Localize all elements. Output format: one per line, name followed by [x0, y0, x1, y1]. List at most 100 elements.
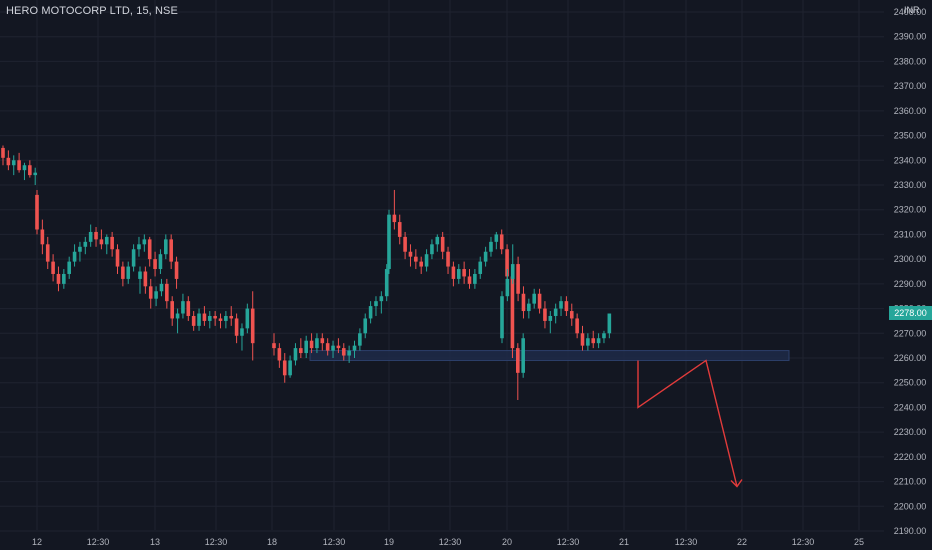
candle-body: [569, 311, 574, 319]
candle-body: [202, 313, 207, 321]
candle-body: [331, 345, 335, 351]
candle-body: [174, 261, 179, 279]
y-tick-label: 2240.00: [894, 402, 927, 412]
candle-body: [137, 244, 141, 250]
candle-body: [288, 360, 292, 376]
candle-body: [181, 301, 185, 314]
candle-body: [363, 318, 368, 334]
candle-body: [110, 236, 114, 250]
y-tick-label: 2190.00: [894, 526, 927, 536]
x-tick-label: 12:30: [87, 537, 110, 547]
candle-body: [397, 222, 402, 237]
y-tick-label: 2350.00: [894, 131, 927, 141]
candle-body: [499, 234, 504, 250]
candle-body: [104, 236, 109, 245]
candle-body: [483, 251, 488, 262]
candle-body: [299, 348, 303, 354]
x-tick-label: 12:30: [439, 537, 462, 547]
candle-body: [158, 254, 163, 270]
candle-body: [88, 231, 93, 242]
y-tick-label: 2200.00: [894, 501, 927, 511]
candle-body: [218, 318, 223, 321]
candle-body: [115, 249, 120, 267]
candle-body: [489, 241, 493, 252]
candle-body: [72, 251, 77, 262]
candle-body: [564, 301, 569, 312]
candle-body: [435, 236, 440, 245]
candle-body: [537, 293, 542, 309]
last-price-badge: 2278.00: [889, 306, 932, 320]
x-tick-label: 19: [384, 537, 394, 547]
x-tick-label: 12: [32, 537, 42, 547]
candle-body: [78, 246, 82, 252]
candle-body: [352, 345, 357, 351]
y-tick-label: 2310.00: [894, 229, 927, 239]
candle-body: [51, 261, 55, 274]
y-tick-label: 2230.00: [894, 427, 927, 437]
candle-body: [143, 271, 148, 287]
candle-body: [153, 259, 157, 270]
candle-body: [505, 249, 509, 277]
candle-body: [315, 338, 319, 349]
x-tick-label: 20: [502, 537, 512, 547]
symbol-title[interactable]: HERO MOTOCORP LTD, 15, NSE: [6, 5, 178, 17]
projection-path: [637, 359, 738, 487]
x-tick-label: 12:30: [557, 537, 580, 547]
candle-body: [309, 340, 314, 349]
candle-body: [424, 254, 429, 267]
x-tick-label: 13: [150, 537, 160, 547]
candle-body: [478, 261, 483, 274]
candle-body: [6, 157, 11, 166]
candle-body: [62, 273, 66, 284]
candle-body: [446, 251, 450, 267]
candle-body: [403, 236, 407, 252]
candle-body: [17, 160, 21, 171]
candle-body: [245, 308, 250, 329]
y-tick-label: 2300.00: [894, 254, 927, 264]
candle-body: [419, 261, 424, 267]
candle-body: [462, 269, 466, 277]
candle-body: [325, 343, 330, 351]
candle-body: [510, 276, 515, 349]
candle-body: [451, 266, 456, 279]
candle-body: [126, 266, 131, 279]
candle-body: [45, 244, 50, 262]
candle-body: [121, 266, 125, 279]
support-zone-layer: [309, 350, 790, 361]
candle-body: [164, 239, 168, 255]
x-tick-label: 12:30: [792, 537, 815, 547]
candle-body: [358, 333, 362, 346]
y-tick-label: 2220.00: [894, 452, 927, 462]
candle-body: [494, 234, 499, 242]
candle-body: [456, 269, 461, 279]
candle-body: [191, 315, 196, 326]
candle-body: [282, 360, 287, 376]
candle-body: [22, 165, 27, 171]
x-tick-label: 21: [619, 537, 629, 547]
candle-body: [224, 315, 228, 321]
candle-body: [516, 348, 520, 373]
candle-body: [341, 348, 346, 356]
candle-body: [67, 261, 72, 274]
candle-body: [33, 172, 38, 176]
candle-body: [505, 278, 510, 297]
candle-body: [379, 296, 384, 302]
y-tick-label: 2390.00: [894, 32, 927, 42]
candle-body: [148, 286, 153, 299]
candle-body: [250, 308, 255, 344]
candle-body: [559, 301, 563, 309]
candle-body: [392, 214, 397, 223]
candle-body: [510, 264, 515, 279]
candle-body: [607, 313, 612, 334]
price-axis: 2190.00 2200.00 2210.00 2220.00 2230.00 2240.…: [894, 7, 927, 536]
candle-body: [186, 301, 191, 316]
candle-body: [527, 303, 531, 312]
candle-body: [430, 244, 434, 255]
candle-body: [207, 315, 212, 321]
y-tick-label: 2330.00: [894, 180, 927, 190]
y-tick-label: 2380.00: [894, 56, 927, 66]
candle-body: [154, 291, 158, 299]
y-tick-label: 2340.00: [894, 155, 927, 165]
candle-body: [169, 239, 173, 262]
